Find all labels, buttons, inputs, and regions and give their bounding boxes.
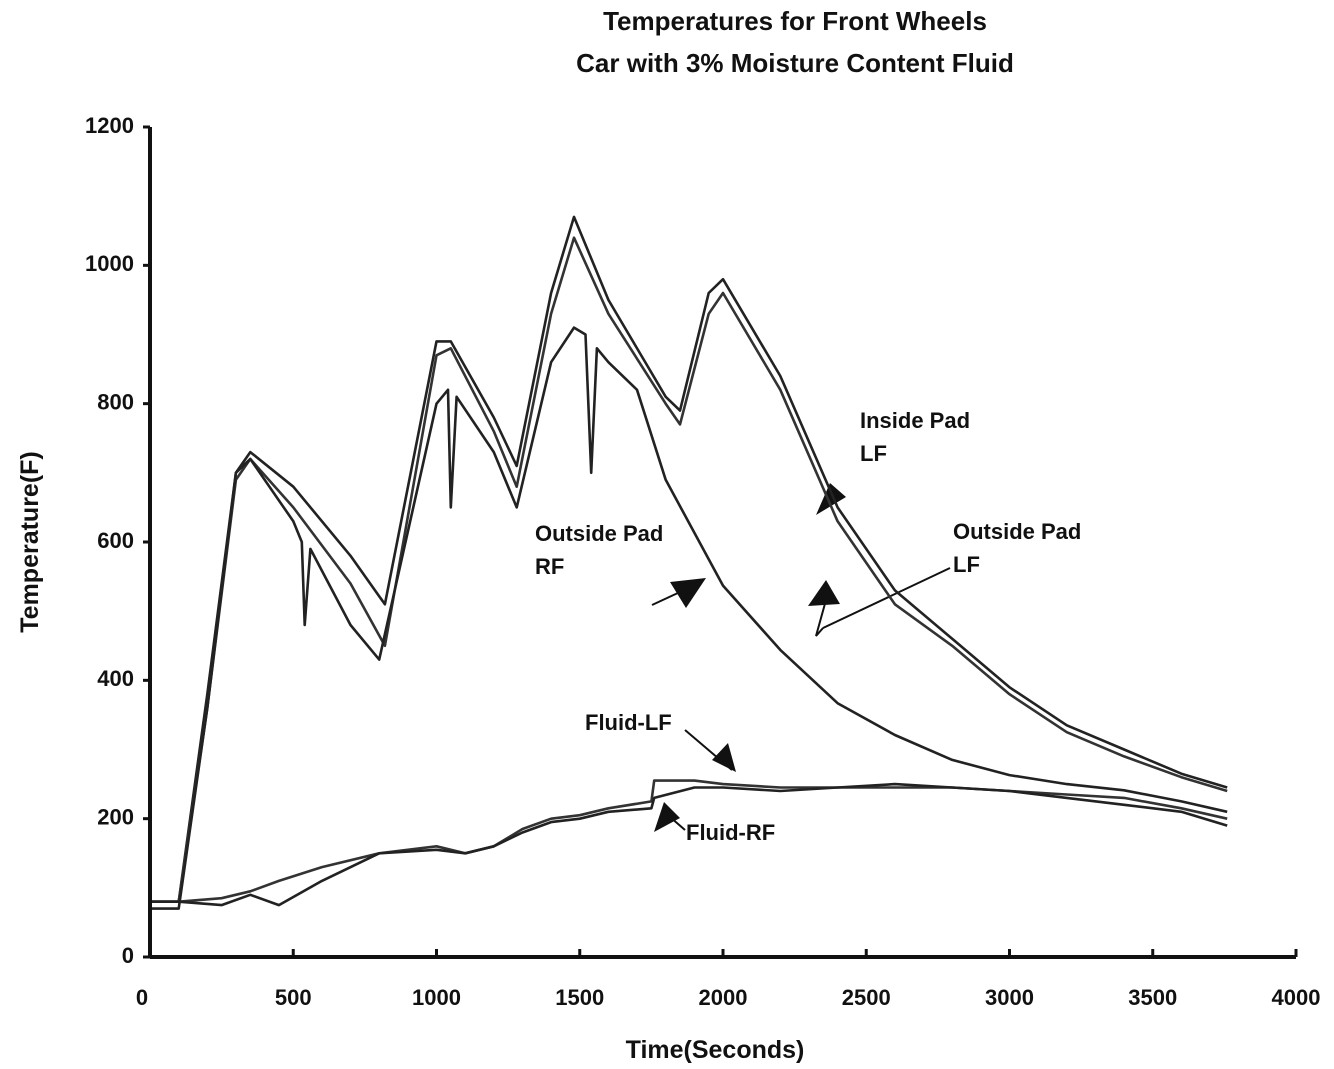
- y-tick-label: 1200: [85, 113, 134, 138]
- x-tick-label: 1500: [555, 985, 604, 1010]
- annotation: Outside Pad RF: [535, 521, 663, 579]
- annotation-line: Inside Pad: [860, 408, 970, 433]
- series-line: [150, 236, 1228, 903]
- arrow-head: [670, 578, 706, 608]
- annotation: Fluid-LF: [585, 710, 672, 735]
- annotation-line: RF: [535, 554, 564, 579]
- y-tick-label: 0: [122, 943, 134, 968]
- arrow-head: [808, 580, 840, 606]
- x-tick-label: 500: [275, 985, 312, 1010]
- y-tick-label: 1000: [85, 251, 134, 276]
- x-axis-label: Time(Seconds): [626, 1036, 805, 1064]
- y-tick-label: 800: [97, 389, 134, 414]
- annotation-line: Outside Pad: [953, 519, 1081, 544]
- x-tick-label: 4000: [1272, 985, 1321, 1010]
- annotations: Inside Pad LF Outside Pad LF Outside Pad RF…: [535, 408, 1081, 845]
- arrow-line: [822, 567, 951, 629]
- chart-title: Temperatures for Front Wheels: [603, 6, 987, 36]
- series-line: [150, 782, 1228, 907]
- y-tick-label: 200: [97, 804, 134, 829]
- annotation-line: LF: [953, 552, 980, 577]
- y-axis-label: Temperature(F): [16, 451, 44, 633]
- x-tick-label: 2500: [842, 985, 891, 1010]
- x-tick-label: 2000: [699, 985, 748, 1010]
- annotation-line: Fluid-RF: [686, 820, 775, 845]
- annotation: Inside Pad LF: [860, 408, 970, 466]
- series-line: [150, 215, 1228, 903]
- arrow-head: [654, 802, 680, 832]
- y-tick-label: 600: [97, 528, 134, 553]
- arrow-line: [815, 599, 827, 637]
- annotation-line: Outside Pad: [535, 521, 663, 546]
- annotation: Fluid-RF: [686, 820, 775, 845]
- x-tick-label: 3500: [1128, 985, 1177, 1010]
- annotation-line: Fluid-LF: [585, 710, 672, 735]
- series-line: [150, 326, 1228, 910]
- chart-title: Car with 3% Moisture Content Fluid: [576, 48, 1014, 78]
- x-tick-label: 3000: [985, 985, 1034, 1010]
- arrow-line: [651, 591, 681, 606]
- arrow-head: [712, 743, 736, 772]
- x-tick-label: 0: [136, 985, 148, 1010]
- annotation: Outside Pad LF: [953, 519, 1081, 577]
- x-tick-label: 1000: [412, 985, 461, 1010]
- annotation-line: LF: [860, 441, 887, 466]
- arrow-head: [816, 483, 846, 515]
- y-tick-label: 400: [97, 666, 134, 691]
